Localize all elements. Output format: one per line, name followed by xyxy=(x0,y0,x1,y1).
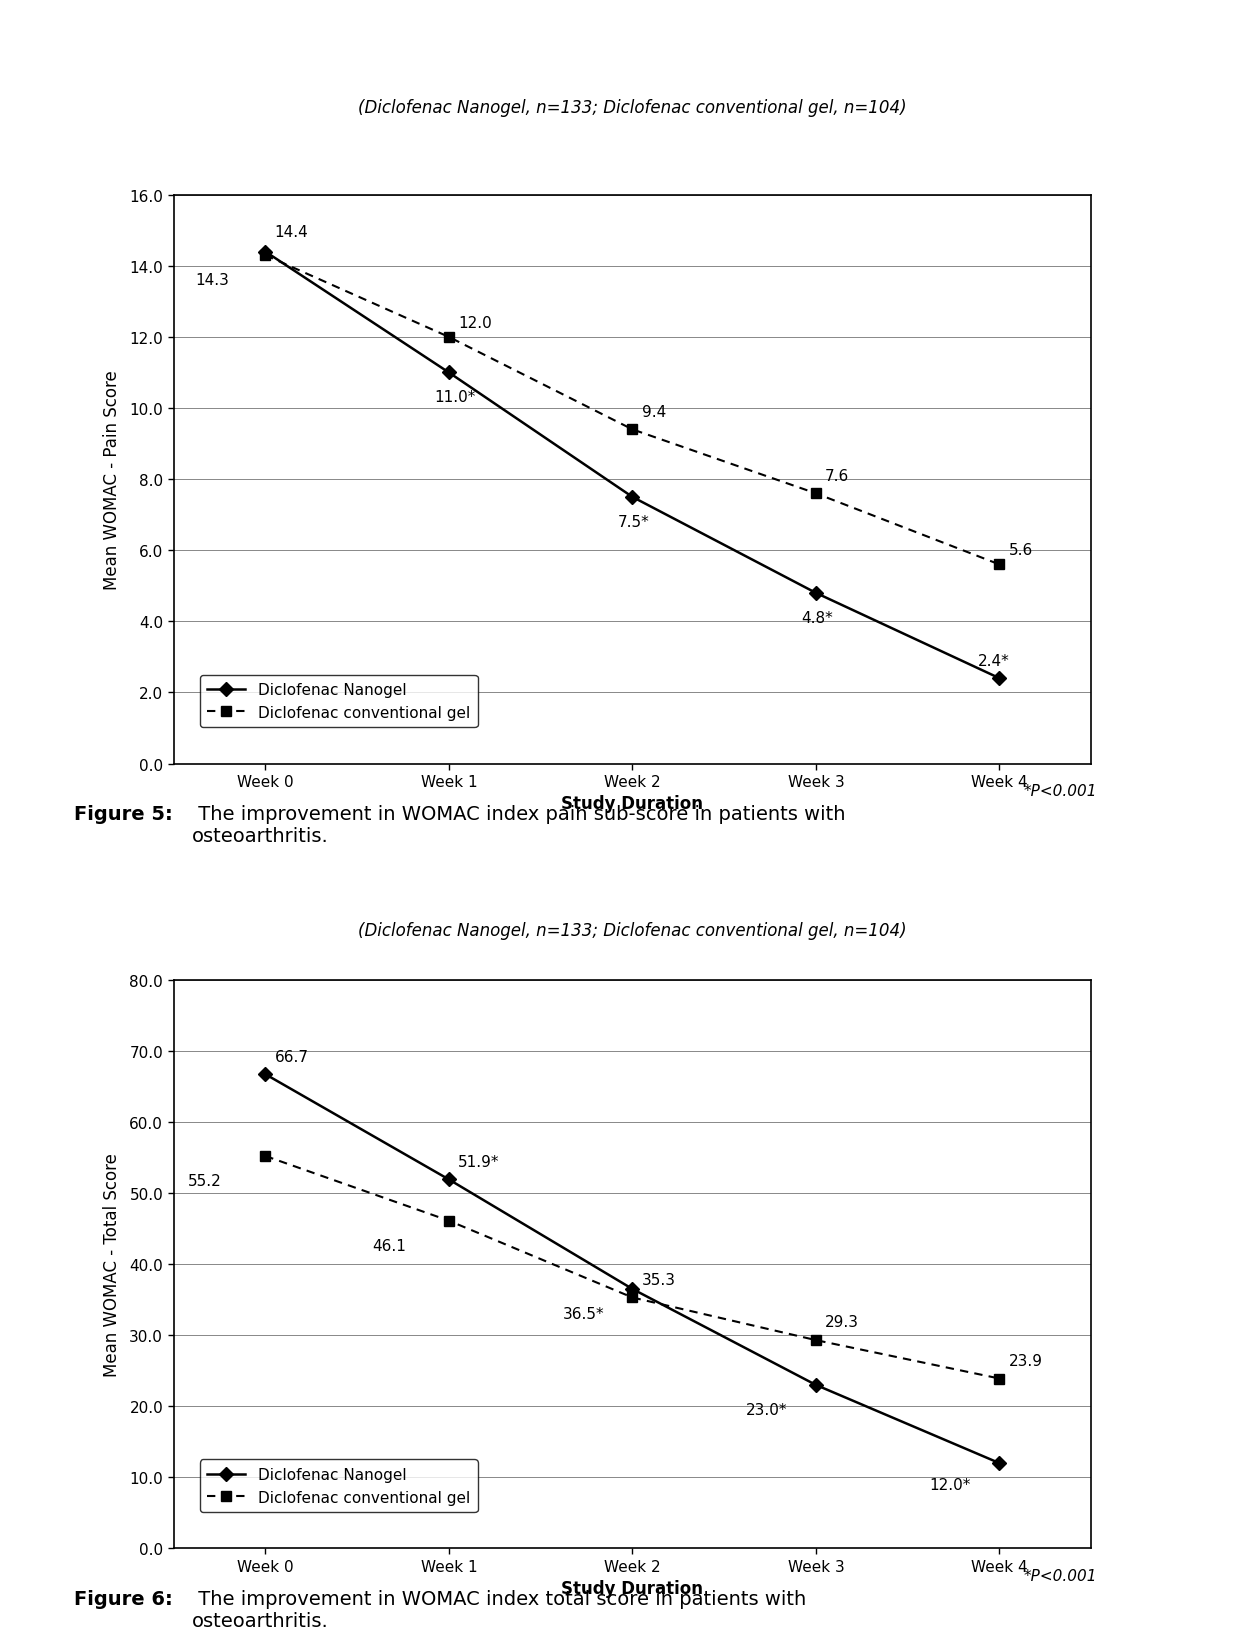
Text: 12.0*: 12.0* xyxy=(930,1477,971,1491)
Text: 2.4*: 2.4* xyxy=(977,654,1009,668)
Text: 7.5*: 7.5* xyxy=(618,515,650,530)
Text: (Diclofenac Nanogel, n=133; Diclofenac conventional gel, n=104): (Diclofenac Nanogel, n=133; Diclofenac c… xyxy=(358,921,906,939)
Text: 5.6: 5.6 xyxy=(1008,543,1033,557)
Text: 4.8*: 4.8* xyxy=(801,611,833,626)
Text: *P<0.001: *P<0.001 xyxy=(1024,784,1097,799)
Y-axis label: Mean WOMAC - Total Score: Mean WOMAC - Total Score xyxy=(103,1152,122,1376)
Text: Figure 6:: Figure 6: xyxy=(74,1589,174,1609)
Text: 55.2: 55.2 xyxy=(188,1174,222,1188)
X-axis label: Study Duration: Study Duration xyxy=(562,1579,703,1597)
Text: The improvement in WOMAC index total score in patients with
osteoarthritis.: The improvement in WOMAC index total sco… xyxy=(192,1589,806,1630)
Text: 66.7: 66.7 xyxy=(274,1050,309,1064)
Y-axis label: Mean WOMAC - Pain Score: Mean WOMAC - Pain Score xyxy=(103,370,122,590)
Text: 12.0: 12.0 xyxy=(458,316,492,331)
Text: 11.0*: 11.0* xyxy=(434,390,476,406)
Text: Figure 5:: Figure 5: xyxy=(74,805,174,823)
Text: 36.5*: 36.5* xyxy=(563,1306,604,1322)
Legend: Diclofenac Nanogel, Diclofenac conventional gel: Diclofenac Nanogel, Diclofenac conventio… xyxy=(200,1459,477,1513)
X-axis label: Study Duration: Study Duration xyxy=(562,795,703,813)
Text: 14.4: 14.4 xyxy=(274,225,309,240)
Text: 7.6: 7.6 xyxy=(825,468,849,484)
Text: *P<0.001: *P<0.001 xyxy=(1024,1568,1097,1583)
Text: 35.3: 35.3 xyxy=(641,1271,676,1288)
Text: 14.3: 14.3 xyxy=(196,272,229,289)
Text: (Diclofenac Nanogel, n=133; Diclofenac conventional gel, n=104): (Diclofenac Nanogel, n=133; Diclofenac c… xyxy=(358,99,906,117)
Text: 9.4: 9.4 xyxy=(641,404,666,419)
Text: 51.9*: 51.9* xyxy=(458,1154,500,1169)
Text: The improvement in WOMAC index pain sub-score in patients with
osteoarthritis.: The improvement in WOMAC index pain sub-… xyxy=(192,805,846,846)
Legend: Diclofenac Nanogel, Diclofenac conventional gel: Diclofenac Nanogel, Diclofenac conventio… xyxy=(200,675,477,729)
Text: 23.9: 23.9 xyxy=(1008,1353,1043,1368)
Text: 46.1: 46.1 xyxy=(372,1237,405,1253)
Text: 23.0*: 23.0* xyxy=(746,1402,787,1416)
Text: 29.3: 29.3 xyxy=(825,1315,859,1330)
